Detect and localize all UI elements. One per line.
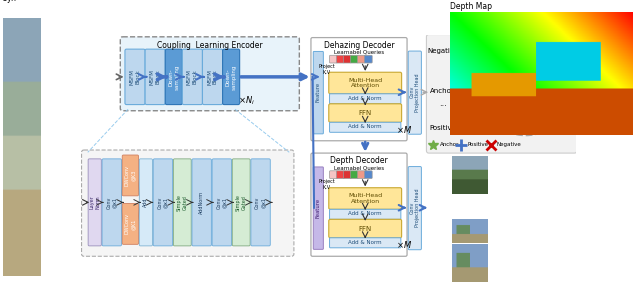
FancyBboxPatch shape [329,219,402,238]
Text: Negative: Negative [427,48,458,54]
Text: Conv
Projection Head: Conv Projection Head [410,188,420,227]
FancyBboxPatch shape [330,55,337,63]
Text: MSFM
Block: MSFM Block [207,69,218,85]
Text: Coupling  Learning Encoder: Coupling Learning Encoder [157,41,262,50]
FancyBboxPatch shape [408,51,421,134]
FancyBboxPatch shape [192,159,211,246]
Text: Negative: Negative [497,142,522,147]
Text: Feature: Feature [316,82,321,102]
FancyBboxPatch shape [329,188,402,209]
Text: DWConv
@K3: DWConv @K3 [125,165,136,186]
Text: $\times N_i$: $\times N_i$ [238,94,255,107]
FancyBboxPatch shape [351,55,358,63]
FancyBboxPatch shape [358,55,365,63]
FancyBboxPatch shape [337,55,344,63]
FancyBboxPatch shape [426,34,577,153]
Text: $\times M$: $\times M$ [396,124,412,135]
FancyBboxPatch shape [344,55,351,63]
Text: Add & Norm: Add & Norm [348,96,382,101]
Text: Project
K,V: Project K,V [318,179,335,190]
Text: Feature: Feature [316,198,321,218]
Text: Conv
Projection Head: Conv Projection Head [410,73,420,111]
FancyBboxPatch shape [344,171,351,178]
FancyBboxPatch shape [311,153,407,256]
Text: ...: ... [439,98,447,108]
Text: Down-
sampling: Down- sampling [226,64,237,90]
FancyBboxPatch shape [81,150,294,256]
Text: Anchor: Anchor [440,142,460,147]
Text: Positive: Positive [429,125,456,131]
FancyBboxPatch shape [251,159,270,246]
Text: Add & Norm: Add & Norm [348,124,382,129]
Text: Conv
@x1: Conv @x1 [106,196,117,208]
FancyBboxPatch shape [145,49,165,105]
FancyBboxPatch shape [102,159,122,246]
FancyBboxPatch shape [408,167,421,250]
Text: Multi-Head
Attention: Multi-Head Attention [348,193,382,204]
Text: Depth Map: Depth Map [450,2,492,11]
Text: Contrastive Learning: Contrastive Learning [466,39,554,48]
Text: Add & Norm: Add & Norm [348,211,382,216]
FancyBboxPatch shape [173,159,191,246]
Text: Multi-Head
Attention: Multi-Head Attention [348,78,382,88]
FancyBboxPatch shape [202,49,223,105]
FancyBboxPatch shape [330,122,401,132]
Text: Positive: Positive [467,142,488,147]
Text: Simple
Gated: Simple Gated [236,194,246,211]
Text: Down-
sampling: Down- sampling [168,64,179,90]
FancyBboxPatch shape [329,72,402,94]
Text: Conv
@x1: Conv @x1 [216,196,227,208]
FancyBboxPatch shape [337,171,344,178]
FancyBboxPatch shape [232,159,250,246]
FancyBboxPatch shape [153,159,173,246]
Text: $\times M$: $\times M$ [396,239,412,250]
Text: MSFM
Block: MSFM Block [150,69,161,85]
Text: Learnabel Queries: Learnabel Queries [334,50,384,55]
Text: Conv
@x1: Conv @x1 [255,196,266,208]
Text: DWConv
@K1: DWConv @K1 [125,213,136,234]
FancyBboxPatch shape [223,49,239,105]
FancyBboxPatch shape [182,49,202,105]
Text: MSFM
Block: MSFM Block [187,69,198,85]
FancyBboxPatch shape [364,171,372,178]
Text: MSFM
Block: MSFM Block [130,69,140,85]
Text: Depth Decoder: Depth Decoder [330,156,388,165]
Text: Simple
Gated: Simple Gated [177,194,188,211]
FancyBboxPatch shape [165,49,182,105]
Text: Dehazing Decoder: Dehazing Decoder [324,41,394,50]
FancyBboxPatch shape [329,104,402,122]
Text: Project
K,V: Project K,V [318,64,335,75]
FancyBboxPatch shape [122,155,138,196]
Text: Add & Norm: Add & Norm [348,240,382,245]
FancyBboxPatch shape [311,38,407,141]
Text: Add: Add [143,198,148,207]
Text: Anchor: Anchor [430,88,455,94]
FancyBboxPatch shape [122,203,138,244]
FancyBboxPatch shape [330,238,401,248]
FancyBboxPatch shape [140,159,152,246]
FancyBboxPatch shape [212,159,232,246]
FancyBboxPatch shape [120,37,300,111]
Text: Conv
@x1: Conv @x1 [157,196,168,208]
Text: Layer
Norm: Layer Norm [90,196,100,209]
FancyBboxPatch shape [330,94,401,104]
FancyBboxPatch shape [88,159,101,246]
FancyBboxPatch shape [351,171,358,178]
FancyBboxPatch shape [330,209,401,219]
FancyBboxPatch shape [313,167,323,249]
FancyBboxPatch shape [358,171,365,178]
FancyBboxPatch shape [330,171,337,178]
Text: FFN: FFN [358,225,372,232]
Text: Learnabel Queries: Learnabel Queries [334,165,384,170]
FancyBboxPatch shape [313,51,323,134]
Text: AddNorm: AddNorm [199,191,204,214]
FancyBboxPatch shape [125,49,145,105]
Text: $I_{\mathrm{syn}}$: $I_{\mathrm{syn}}$ [0,0,17,7]
FancyBboxPatch shape [364,55,372,63]
Text: FFN: FFN [358,110,372,116]
